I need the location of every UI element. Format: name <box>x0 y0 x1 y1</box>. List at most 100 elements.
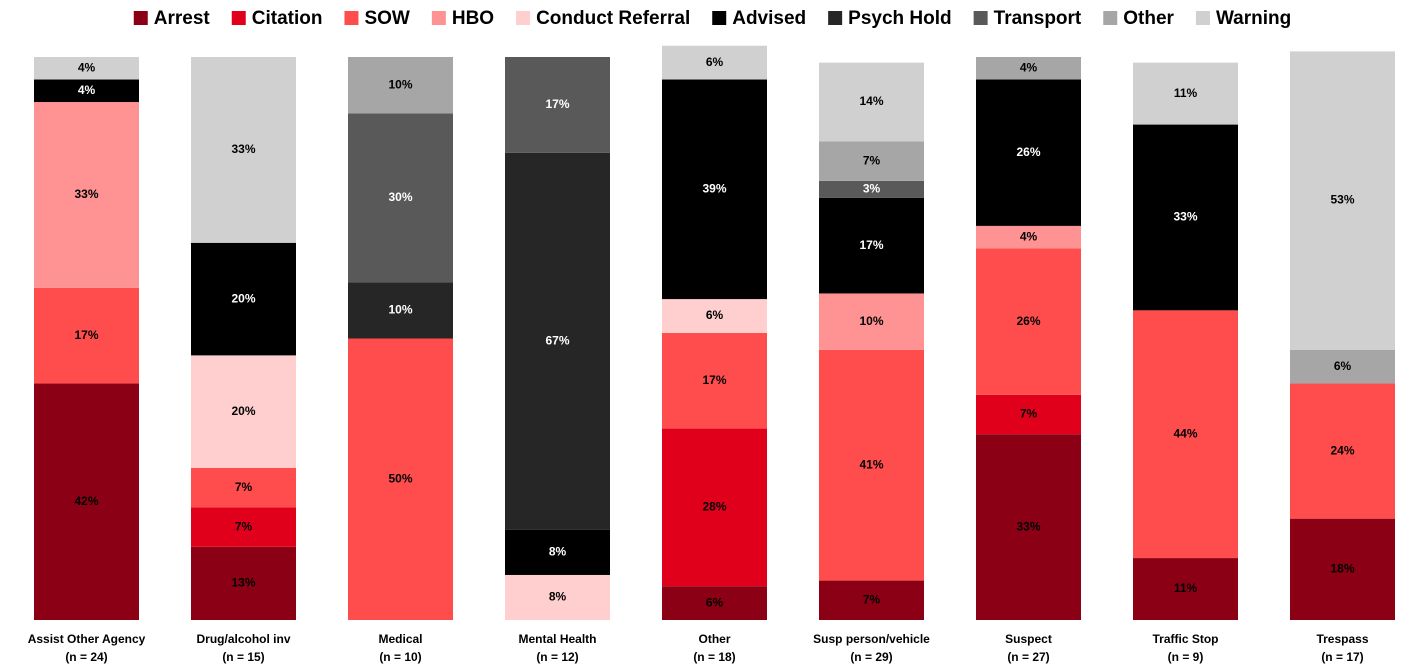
data-label: 4% <box>1020 229 1038 243</box>
data-label: 4% <box>1020 60 1038 74</box>
data-label: 26% <box>1016 314 1040 328</box>
data-label: 24% <box>1330 443 1354 457</box>
data-label: 10% <box>388 303 412 317</box>
data-label: 20% <box>231 404 255 418</box>
bar-segment <box>191 467 296 508</box>
legend-swatch <box>973 11 988 25</box>
x-tick-label: Assist Other Agency <box>28 632 146 646</box>
legend-label: HBO <box>452 8 494 29</box>
bar-segment <box>348 113 453 283</box>
bar-segment <box>662 332 767 429</box>
data-label: 7% <box>863 153 881 167</box>
bar-segment <box>819 141 924 181</box>
bar-segment <box>976 248 1081 395</box>
bar-segment <box>191 355 296 468</box>
legend-label: Warning <box>1216 8 1291 29</box>
bar-segment <box>976 57 1081 80</box>
bar-segment <box>819 349 924 581</box>
x-tick-count: (n = 15) <box>222 650 264 664</box>
data-label: 10% <box>388 77 412 91</box>
data-label: 28% <box>702 500 726 514</box>
data-label: 67% <box>545 333 569 347</box>
bar-segment <box>976 434 1081 620</box>
x-tick-label: Drug/alcohol inv <box>196 632 290 646</box>
legend-label: Arrest <box>154 8 211 29</box>
bar-segment <box>348 57 453 114</box>
data-label: 30% <box>388 190 412 204</box>
bar-segment <box>662 79 767 300</box>
x-tick-count: (n = 24) <box>65 650 107 664</box>
bar-segment <box>662 299 767 333</box>
bar-segment <box>34 79 139 103</box>
x-tick-count: (n = 18) <box>693 650 735 664</box>
x-tick-label: Susp person/vehicle <box>813 632 930 646</box>
bar-segment <box>662 586 767 620</box>
x-tick-count: (n = 12) <box>536 650 578 664</box>
x-tick-label: Medical <box>378 632 422 646</box>
x-tick-count: (n = 9) <box>1168 650 1204 664</box>
x-tick-label: Trespass <box>1316 632 1368 646</box>
bar-segment <box>1290 383 1395 519</box>
legend: Arrest Citation SOW HBO Conduct Referral Advi… <box>133 8 1291 29</box>
bar-segment <box>1133 310 1238 559</box>
bar-segment <box>505 152 610 530</box>
legend-swatch <box>1103 11 1118 25</box>
bar-segment <box>819 580 924 620</box>
legend-label: Citation <box>252 8 323 29</box>
data-label: 8% <box>549 545 567 559</box>
data-label: 42% <box>74 494 98 508</box>
legend-swatch <box>344 11 359 25</box>
data-label: 39% <box>702 181 726 195</box>
data-label: 13% <box>231 576 255 590</box>
x-tick-label: Traffic Stop <box>1152 632 1218 646</box>
bar-segment <box>348 338 453 620</box>
x-tick-count: (n = 10) <box>379 650 421 664</box>
bar-segment <box>505 574 610 620</box>
bar-segment <box>976 394 1081 435</box>
data-label: 6% <box>706 595 724 609</box>
bar-segment <box>34 383 139 620</box>
data-label: 3% <box>863 181 881 195</box>
data-label: 41% <box>859 457 883 471</box>
bar-segment <box>819 180 924 198</box>
data-label: 7% <box>235 519 253 533</box>
data-label: 20% <box>231 291 255 305</box>
bar-segment <box>34 287 139 384</box>
data-label: 33% <box>74 187 98 201</box>
bar-segment <box>191 546 296 620</box>
bar-segment <box>191 242 296 356</box>
x-tick-count: (n = 27) <box>1007 650 1049 664</box>
legend-swatch <box>516 11 531 25</box>
data-label: 17% <box>859 238 883 252</box>
x-tick-label: Suspect <box>1005 632 1052 646</box>
data-label: 6% <box>1334 359 1352 373</box>
x-tick-label: Mental Health <box>518 632 596 646</box>
legend-swatch <box>133 11 148 25</box>
bar-segment <box>1290 349 1395 384</box>
data-label: 14% <box>859 94 883 108</box>
bar-segment <box>505 529 610 575</box>
data-label: 8% <box>549 590 567 604</box>
legend-label: Conduct Referral <box>536 8 690 29</box>
data-label: 26% <box>1016 145 1040 159</box>
data-label: 18% <box>1330 562 1354 576</box>
data-label: 6% <box>706 55 724 69</box>
data-label: 11% <box>1174 86 1198 100</box>
bar-segment <box>505 57 610 153</box>
legend-swatch <box>1195 11 1210 25</box>
data-label: 4% <box>78 60 96 74</box>
bar-segment <box>976 79 1081 226</box>
bar-segment <box>662 428 767 587</box>
legend-swatch <box>231 11 246 25</box>
legend-label: SOW <box>364 8 409 29</box>
data-label: 7% <box>863 592 881 606</box>
data-label: 33% <box>231 142 255 156</box>
data-label: 17% <box>74 328 98 342</box>
data-label: 10% <box>859 314 883 328</box>
data-label: 33% <box>1016 519 1040 533</box>
x-tick-count: (n = 17) <box>1321 650 1363 664</box>
bar-segment <box>819 293 924 350</box>
data-label: 17% <box>702 373 726 387</box>
x-tick-label: Other <box>698 632 730 646</box>
